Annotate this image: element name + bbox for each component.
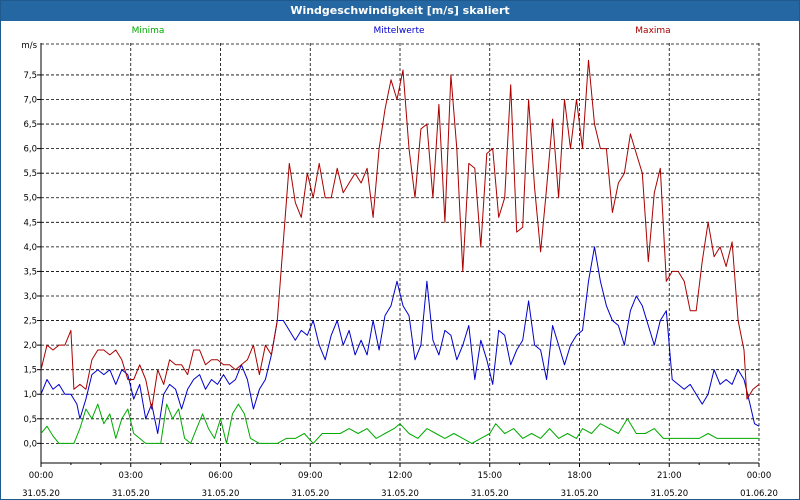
x-tick-date: 31.05.20 (291, 489, 329, 499)
y-tick-label: 6,5 (23, 120, 37, 130)
legend: Minima Mittelwerte Maxima (132, 26, 671, 36)
axes (37, 43, 760, 467)
x-tick-time: 21:00 (657, 471, 682, 481)
x-tick-date: 31.05.20 (471, 489, 509, 499)
legend-entry-mittelwerte: Mittelwerte (373, 26, 424, 36)
y-tick-label: 7,0 (23, 95, 37, 105)
x-tick-time: 00:00 (747, 471, 772, 481)
y-tick-label: 0,5 (23, 415, 37, 425)
x-tick-date: 31.05.20 (381, 489, 419, 499)
y-tick-label: 3,0 (23, 292, 37, 302)
x-tick-time: 09:00 (298, 471, 323, 481)
grid-lines (40, 43, 760, 463)
y-tick-label: 0,0 (23, 439, 37, 449)
x-tick-time: 12:00 (388, 471, 413, 481)
x-tick-time: 15:00 (478, 471, 503, 481)
x-tick-time: 03:00 (119, 471, 144, 481)
series-line-minima (40, 403, 759, 444)
y-tick-label: 4,0 (23, 243, 37, 253)
x-tick-time: 06:00 (208, 471, 233, 481)
y-tick-label: 4,5 (23, 218, 37, 228)
x-tick-date: 31.05.20 (22, 489, 60, 499)
legend-entry-maxima: Maxima (635, 26, 670, 36)
y-axis-label: m/s (21, 41, 37, 51)
y-tick-label: 2,5 (23, 317, 37, 327)
y-tick-label: 7,5 (23, 71, 37, 81)
y-tick-label: 1,5 (23, 366, 37, 376)
x-tick-time: 18:00 (567, 471, 592, 481)
series-lines (40, 59, 760, 444)
x-tick-date: 01.06.20 (740, 489, 778, 499)
x-tick-date: 31.05.20 (561, 489, 599, 499)
y-tick-label: 5,0 (23, 194, 37, 204)
legend-entry-minima: Minima (132, 26, 165, 36)
y-tick-label: 3,5 (23, 267, 37, 277)
y-tick-label: 2,0 (23, 341, 37, 351)
tick-labels: 0,0 0,5 1,0 1,5 2,0 2,5 3,0 3,5 4,0 4,5 5,0 5,5 6,0 6… (21, 41, 778, 499)
wind-speed-chart: 0,0 0,5 1,0 1,5 2,0 2,5 3,0 3,5 4,0 4,5 5,0 5,5 6,0 6… (21, 26, 778, 499)
y-tick-label: 1,0 (23, 390, 37, 400)
y-tick-label: 5,5 (23, 169, 37, 179)
window-title: Windgeschwindigkeit [m/s] skaliert (1, 1, 799, 21)
x-tick-time: 00:00 (29, 471, 54, 481)
y-tick-label: 6,0 (23, 145, 37, 155)
series-line-mittelwerte (40, 246, 760, 434)
series-line-maxima (40, 59, 760, 410)
x-tick-date: 31.05.20 (112, 489, 150, 499)
x-tick-date: 31.05.20 (202, 489, 240, 499)
x-tick-date: 31.05.20 (650, 489, 688, 499)
